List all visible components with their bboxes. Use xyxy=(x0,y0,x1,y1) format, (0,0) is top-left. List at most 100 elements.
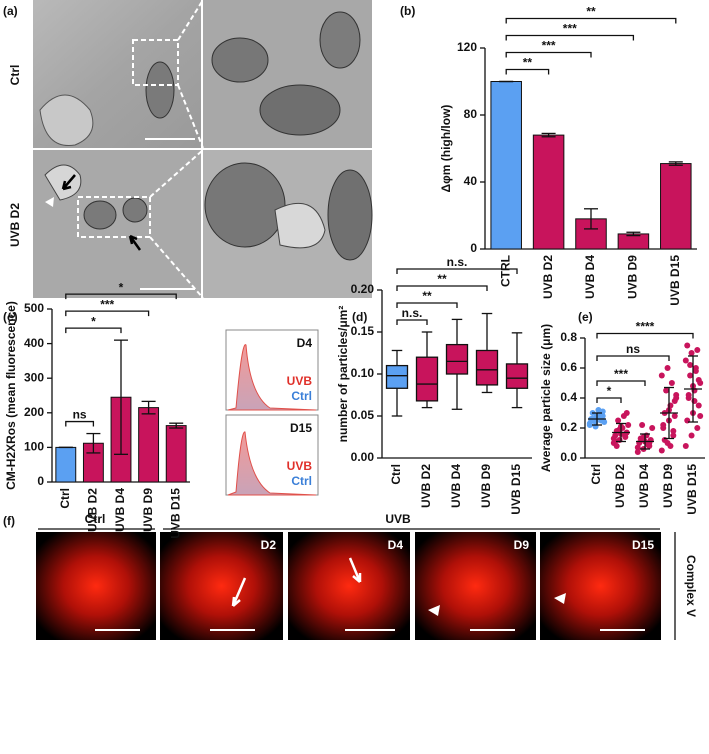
bar xyxy=(55,446,77,483)
significance-bracket xyxy=(65,293,177,300)
significance-label: *** xyxy=(563,22,577,36)
significance-bracket xyxy=(505,68,550,75)
box xyxy=(385,364,409,389)
point xyxy=(682,443,689,449)
y-tick-label: 0.4 xyxy=(560,390,577,404)
y-tick-label: 0.0 xyxy=(560,450,577,464)
y-axis-title: number of particles/μm² xyxy=(336,306,350,443)
box xyxy=(505,363,529,389)
point xyxy=(671,398,678,404)
significance-bracket xyxy=(65,420,95,427)
significance-label: ** xyxy=(586,5,596,19)
y-tick-label: 0.05 xyxy=(351,408,375,422)
point xyxy=(673,392,680,398)
x-tick-label: UVB D15 xyxy=(668,255,682,306)
significance-label: ns xyxy=(626,342,640,356)
row-label: UVB D2 xyxy=(8,203,22,247)
y-tick-label: 0.10 xyxy=(351,366,375,380)
x-tick-label: UVB D9 xyxy=(479,464,493,508)
panel-label: (e) xyxy=(578,310,593,324)
significance-bracket xyxy=(596,380,646,386)
point xyxy=(670,432,677,439)
bar xyxy=(138,407,160,483)
inset-label: D15 xyxy=(290,421,312,435)
x-tick-label: UVB D4 xyxy=(113,488,127,532)
panel-label: (a) xyxy=(3,4,18,18)
microscopy-images xyxy=(36,532,676,640)
x-tick-label: Ctrl xyxy=(589,464,603,485)
point xyxy=(640,434,647,440)
significance-bracket xyxy=(396,285,488,291)
point xyxy=(688,350,695,356)
x-tick-label: UVB D2 xyxy=(86,488,100,532)
point xyxy=(685,392,692,398)
group-label: Ctrl xyxy=(85,512,106,526)
point xyxy=(660,422,667,428)
x-tick-label: Ctrl xyxy=(389,464,403,485)
significance-bracket xyxy=(505,17,677,24)
point xyxy=(623,410,630,416)
significance-label: *** xyxy=(542,39,556,53)
significance-label: * xyxy=(119,280,124,294)
point xyxy=(697,413,704,419)
point xyxy=(658,372,665,379)
x-tick-label: UVB D2 xyxy=(419,464,433,508)
significance-bracket xyxy=(505,51,592,58)
significance-label: n.s. xyxy=(447,255,468,269)
significance-bracket xyxy=(596,332,694,339)
panel-label: (d) xyxy=(352,310,367,324)
point xyxy=(625,422,632,428)
point xyxy=(687,362,694,368)
significance-label: n.s. xyxy=(402,306,423,320)
y-tick-label: 200 xyxy=(24,405,44,419)
bar xyxy=(532,134,565,250)
point xyxy=(613,443,620,449)
significance-bracket xyxy=(505,34,635,41)
significance-bracket xyxy=(596,397,622,403)
y-tick-label: 100 xyxy=(24,440,44,454)
row-label: Ctrl xyxy=(8,65,22,86)
significance-bracket xyxy=(396,302,458,308)
x-tick-label: UVB D4 xyxy=(583,255,597,299)
day-label: D15 xyxy=(632,538,654,552)
panel-label: (c) xyxy=(3,310,18,324)
inset-legend: UVB xyxy=(287,374,313,388)
significance-label: * xyxy=(607,384,612,398)
inset-legend: Ctrl xyxy=(291,474,312,488)
point xyxy=(658,447,665,454)
x-tick-label: UVB D15 xyxy=(509,464,523,515)
point xyxy=(615,417,622,424)
significance-label: ** xyxy=(523,56,533,70)
y-tick-label: 300 xyxy=(24,370,44,384)
inset-label: D4 xyxy=(297,336,313,350)
y-tick-label: 0.00 xyxy=(351,450,375,464)
point xyxy=(664,365,671,371)
point xyxy=(695,377,702,383)
y-tick-label: 120 xyxy=(457,40,477,54)
bar xyxy=(490,81,522,250)
point xyxy=(612,438,619,445)
significance-label: *** xyxy=(100,297,114,311)
y-tick-label: 0.15 xyxy=(351,324,375,338)
significance-label: ** xyxy=(422,289,432,303)
x-tick-label: UVB D2 xyxy=(541,255,555,299)
point xyxy=(601,419,608,425)
y-tick-label: 0.6 xyxy=(560,360,577,374)
x-tick-label: Ctrl xyxy=(58,488,72,509)
significance-bracket xyxy=(65,327,122,334)
y-axis-title: Δφm (high/low) xyxy=(439,105,453,193)
point xyxy=(694,347,701,353)
inset-legend: Ctrl xyxy=(291,389,312,403)
y-tick-label: 400 xyxy=(24,336,44,350)
group-label: UVB xyxy=(385,512,411,526)
significance-bracket xyxy=(396,319,428,325)
y-tick-label: 0.8 xyxy=(560,330,577,344)
point xyxy=(692,368,699,374)
significance-label: * xyxy=(91,314,96,328)
box xyxy=(445,343,469,375)
point xyxy=(684,342,691,349)
y-tick-label: 0.20 xyxy=(351,282,375,296)
y-axis-title: Average particle size (μm) xyxy=(539,324,553,472)
significance-label: ns xyxy=(73,408,87,422)
day-label: D2 xyxy=(261,538,277,552)
